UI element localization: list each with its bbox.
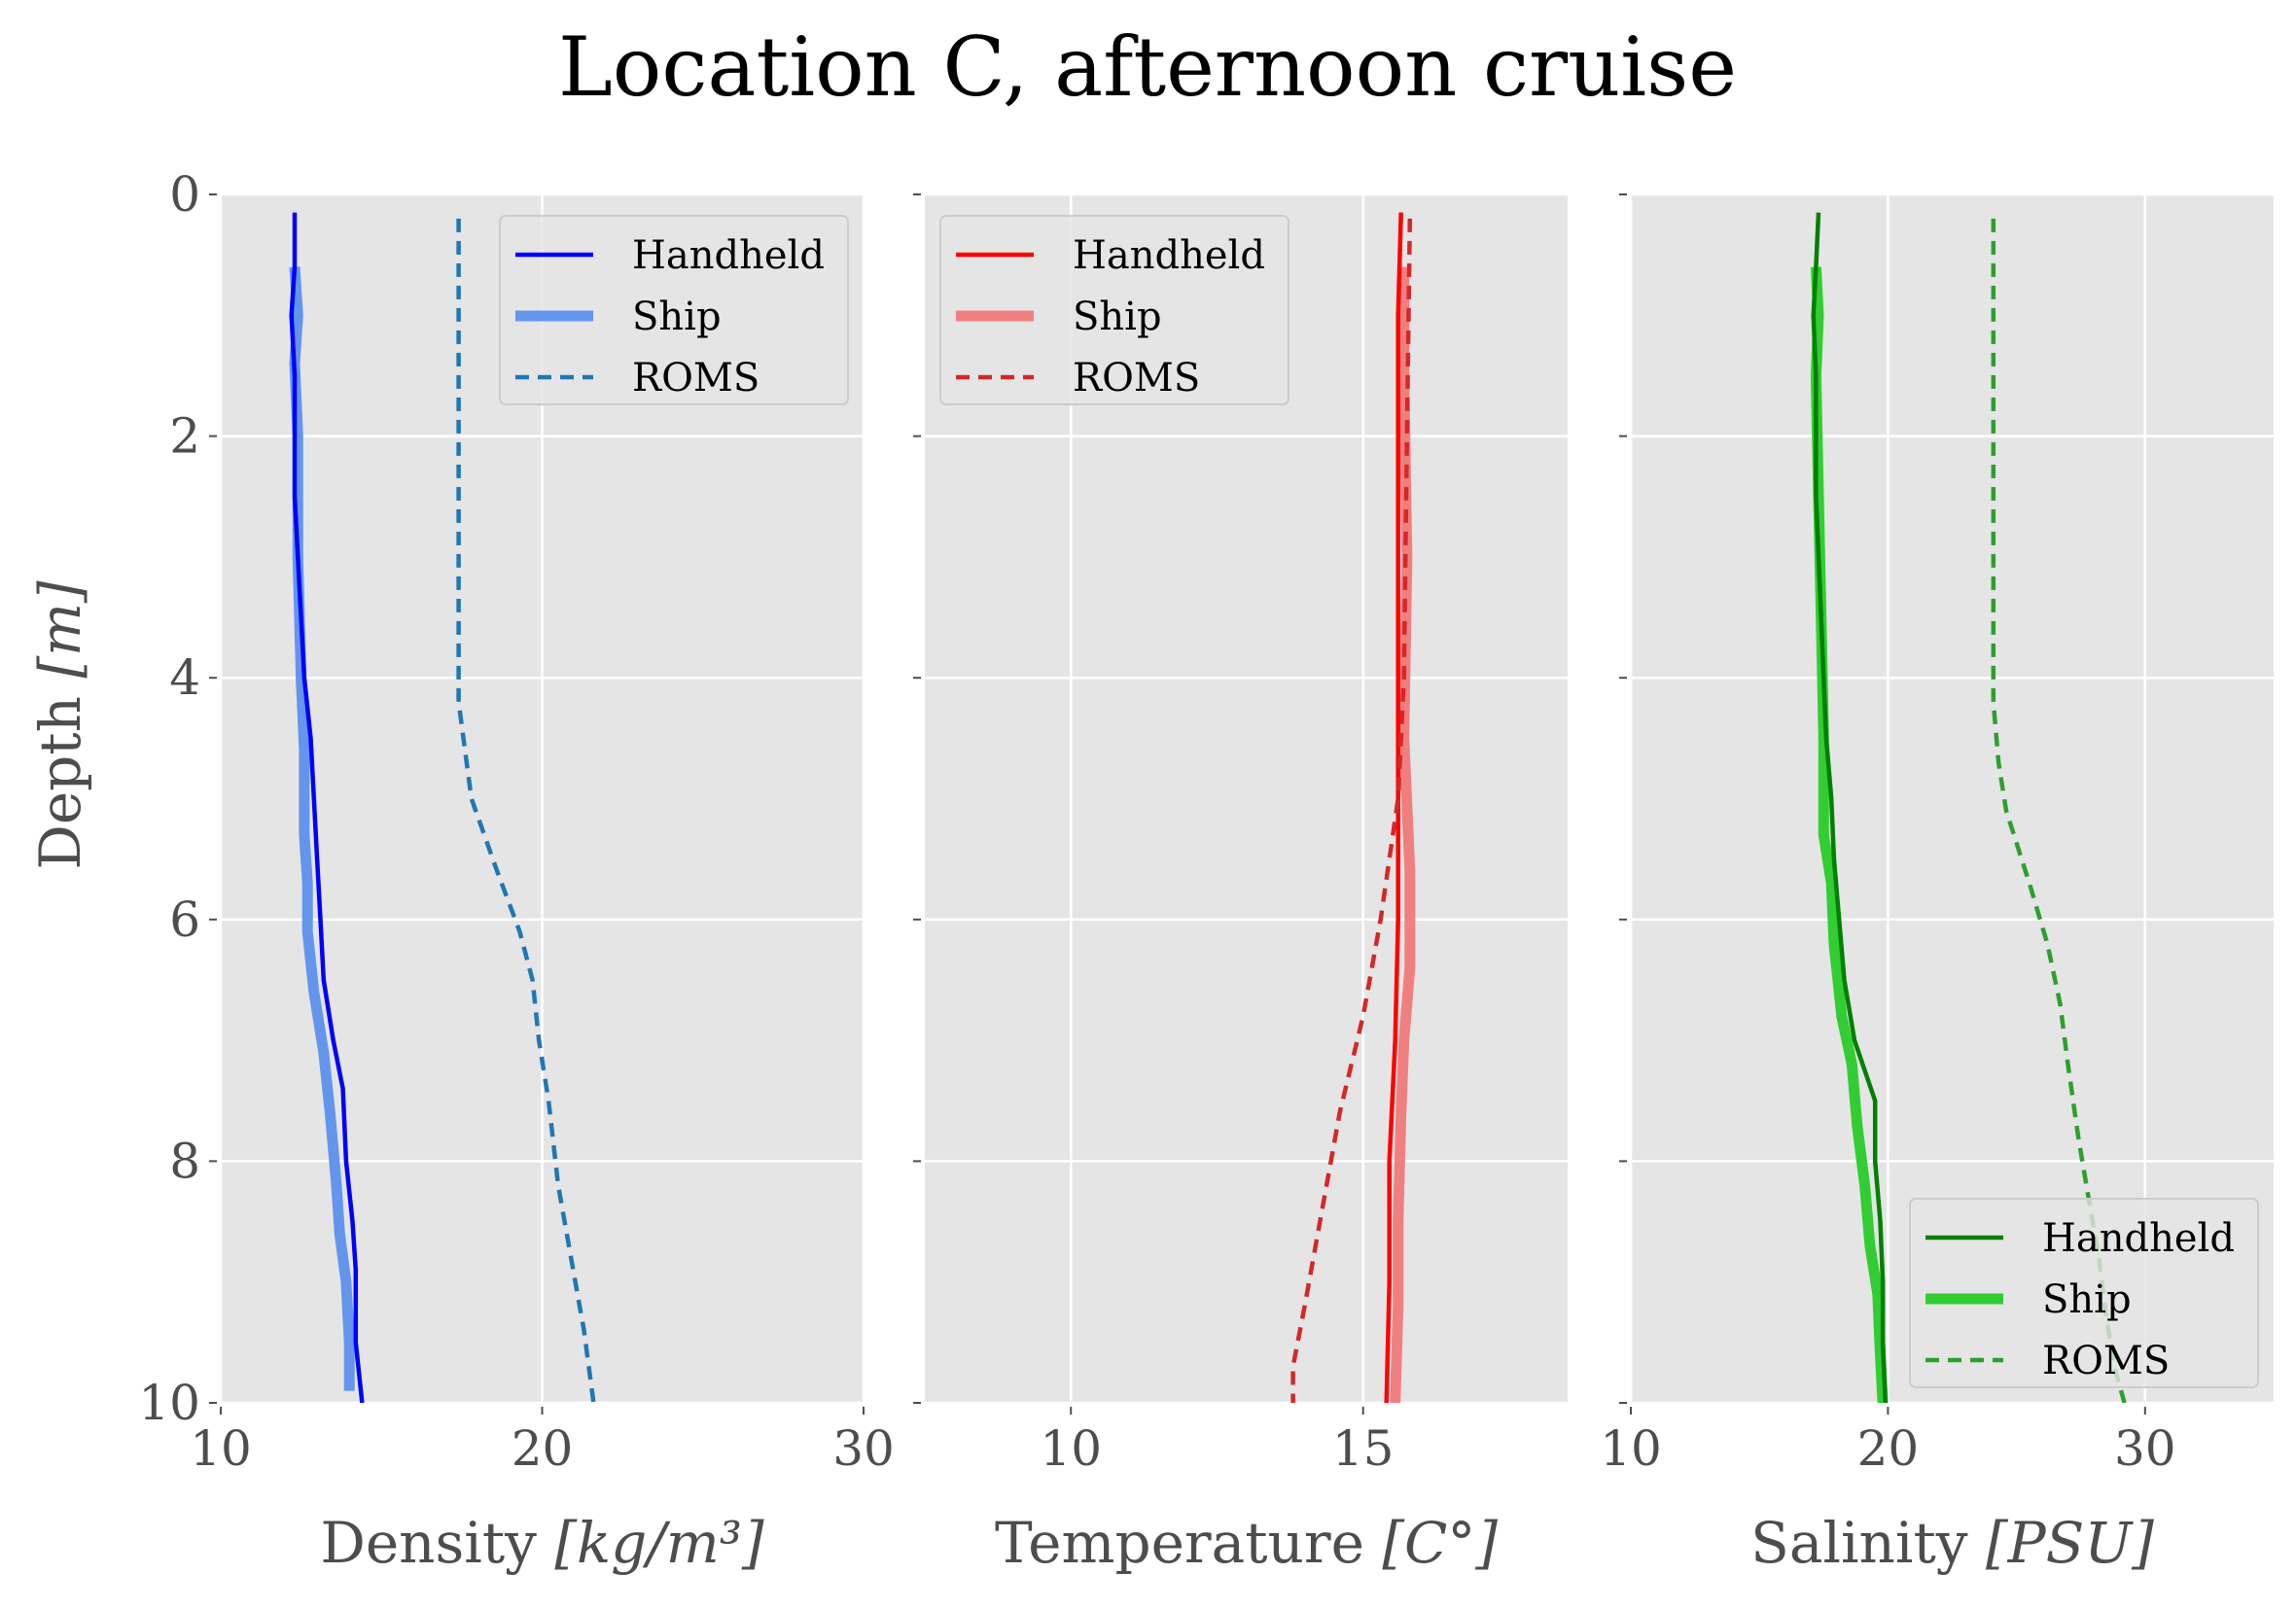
x-axis-label-text: Temperature	[995, 1510, 1382, 1576]
series-group	[289, 212, 596, 1403]
x-axis-label-unit: [PSU]	[1986, 1510, 2154, 1576]
x-tick-label: 20	[1857, 1420, 1920, 1477]
density-panel: 10 20 30 Density [kg/m³] Handheld Ship ROMS	[190, 192, 895, 1576]
x-axis-label: Temperature [C°]	[995, 1510, 1498, 1576]
legend-label-ship: Ship	[2042, 1277, 2132, 1322]
series-group	[1810, 212, 2127, 1403]
y-tick-label: 4	[169, 649, 200, 706]
y-tick-label: 8	[169, 1133, 200, 1189]
y-tick-label: 10	[138, 1375, 200, 1431]
y-axis-label-text: Depth	[27, 679, 93, 870]
series-line-ship	[289, 266, 355, 1391]
legend-box	[1909, 1198, 2259, 1388]
x-axis-label-unit: [kg/m³]	[554, 1510, 764, 1576]
x-axis-label: Density [kg/m³]	[320, 1510, 764, 1576]
legend-label-ship: Ship	[632, 295, 722, 339]
x-axis-label-text: Density	[320, 1510, 554, 1576]
x-tick-label: 20	[512, 1420, 574, 1477]
legend-label-roms: ROMS	[632, 356, 759, 401]
x-tick-label: 10	[190, 1420, 252, 1477]
x-axis-label-unit: [C°]	[1382, 1510, 1498, 1576]
x-tick-label: 30	[2114, 1420, 2176, 1477]
y-axis-label: Depth [m]	[27, 580, 93, 870]
legend-label-roms: ROMS	[2042, 1339, 2170, 1383]
x-axis-label-text: Salinity	[1750, 1510, 1986, 1576]
series-line-handheld	[1811, 212, 1889, 1403]
legend-label-ship: Ship	[1073, 295, 1162, 339]
y-tick-label: 0	[169, 166, 200, 223]
legend-label-roms: ROMS	[1073, 356, 1200, 401]
x-tick-label: 30	[832, 1420, 895, 1477]
y-tick-label: 2	[169, 408, 200, 465]
legend-label-handheld: Handheld	[632, 233, 825, 278]
legend: Handheld Ship ROMS	[499, 215, 849, 405]
salinity-panel: 10 20 30 Salinity [PSU] Handheld Ship ROMS	[1600, 192, 2274, 1576]
series-line-handheld	[1384, 212, 1403, 1403]
x-axis-label: Salinity [PSU]	[1750, 1510, 2154, 1576]
legend-label-handheld: Handheld	[1073, 233, 1265, 278]
y-axis-ticks: 0 2 4 6 8 10	[138, 166, 1627, 1431]
temperature-panel: 10 15 Temperature [C°] Handheld Ship ROMS	[925, 192, 1568, 1576]
legend: Handheld Ship ROMS	[1909, 1198, 2259, 1388]
series-group	[1290, 212, 1416, 1403]
series-line-roms	[1991, 218, 2127, 1403]
x-tick-label: 10	[1600, 1420, 1662, 1477]
legend-label-handheld: Handheld	[2042, 1216, 2235, 1261]
series-line-handheld	[289, 212, 365, 1403]
series-line-roms	[456, 218, 596, 1403]
x-tick-label: 10	[1040, 1420, 1102, 1477]
y-tick-label: 6	[169, 891, 200, 948]
legend-box	[939, 215, 1289, 405]
figure-title: Location C, afternoon cruise	[558, 19, 1737, 115]
x-tick-label: 15	[1332, 1420, 1395, 1477]
legend: Handheld Ship ROMS	[939, 215, 1289, 405]
y-axis-label-unit: [m]	[27, 580, 93, 679]
legend-box	[499, 215, 849, 405]
